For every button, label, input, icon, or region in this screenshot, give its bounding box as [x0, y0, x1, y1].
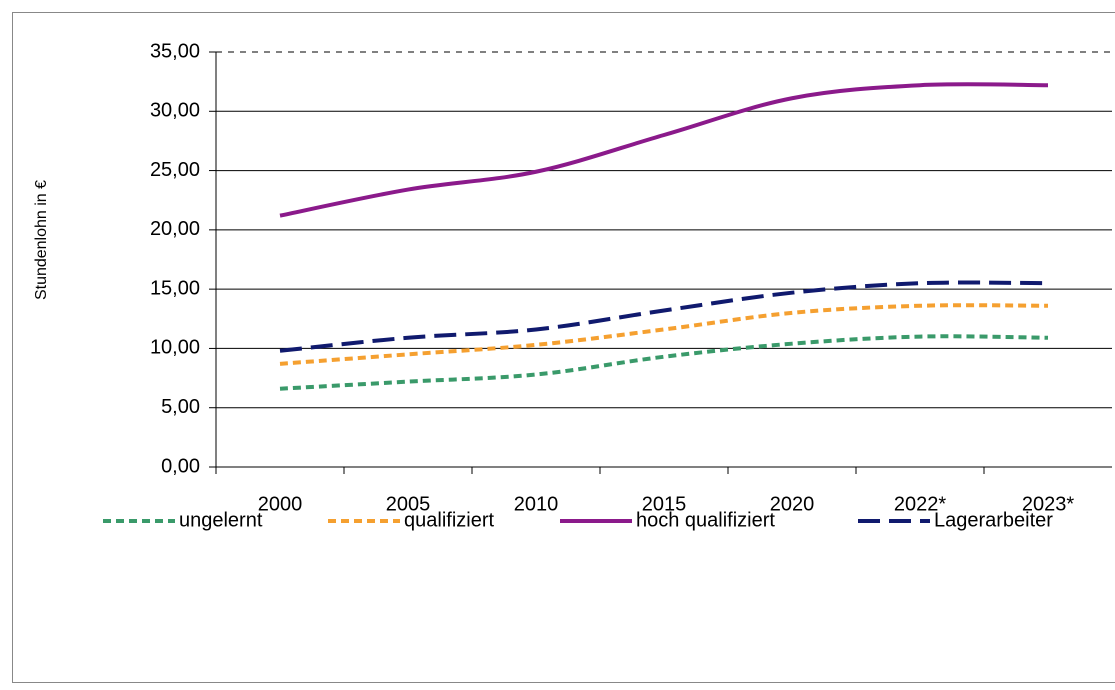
x-tick-label: 2023* — [1022, 493, 1074, 515]
series-line — [279, 303, 1049, 366]
series-line — [279, 334, 1049, 391]
y-tick-label: 20,00 — [150, 218, 200, 240]
legend-label: hoch qualifiziert — [636, 509, 775, 531]
legend-label: Lagerarbeiter — [934, 509, 1053, 531]
x-tick-label: 2022* — [894, 493, 946, 515]
x-tick-label: 2005 — [386, 493, 431, 515]
y-tick-label: 30,00 — [150, 100, 200, 122]
x-tick-label: 2015 — [642, 493, 687, 515]
x-tick-label: 2020 — [770, 493, 815, 515]
y-tick-label: 25,00 — [150, 159, 200, 181]
y-tick-label: 10,00 — [150, 337, 200, 359]
y-tick-label: 35,00 — [150, 40, 200, 62]
legend-label: ungelernt — [179, 509, 263, 531]
x-tick-label: 2000 — [258, 493, 303, 515]
chart-frame — [12, 12, 1115, 683]
legend-label: qualifiziert — [404, 509, 494, 531]
series-line — [279, 280, 1049, 353]
y-tick-label: 0,00 — [161, 455, 200, 477]
x-tick-label: 2010 — [514, 493, 559, 515]
y-tick-label: 5,00 — [161, 396, 200, 418]
series-line — [279, 82, 1049, 218]
y-axis-label: Stundenlohn in € — [33, 180, 50, 300]
y-tick-label: 15,00 — [150, 277, 200, 299]
